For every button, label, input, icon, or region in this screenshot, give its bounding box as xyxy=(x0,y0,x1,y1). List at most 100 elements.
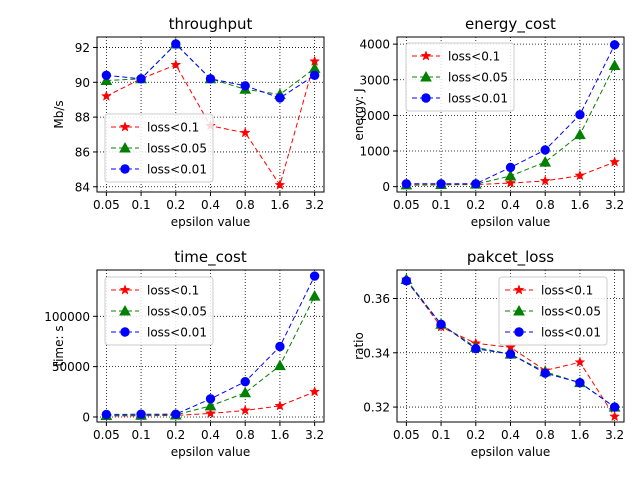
x-tick-label: 0.2 xyxy=(466,428,485,442)
x-tick-label: 0.05 xyxy=(93,428,120,442)
y-tick-label: 92 xyxy=(75,41,90,55)
x-tick-label: 0.1 xyxy=(432,428,451,442)
legend-marker xyxy=(119,141,131,153)
x-tick-label: 0.4 xyxy=(201,198,220,212)
x-tick-label: 1.6 xyxy=(270,198,289,212)
data-point xyxy=(309,70,320,81)
x-tick-label: 0.2 xyxy=(166,198,185,212)
data-point xyxy=(575,377,585,388)
data-point xyxy=(274,179,286,190)
data-point xyxy=(205,394,216,404)
x-tick-label: 0.4 xyxy=(501,198,520,212)
legend: loss<0.1 loss<0.05 loss<0.01 xyxy=(498,276,608,346)
x-tick-label: 0.1 xyxy=(432,198,451,212)
legend-marker xyxy=(513,284,525,295)
legend-marker xyxy=(420,50,432,61)
data-point xyxy=(505,177,516,188)
legend-label: loss<0.01 xyxy=(448,92,508,106)
x-tick-label: 0.05 xyxy=(393,428,420,442)
legend-marker xyxy=(421,93,431,103)
y-tick-label: 86 xyxy=(75,145,90,159)
x-tick-label: 3.2 xyxy=(605,198,624,212)
data-point xyxy=(239,127,251,138)
legend-label: loss<0.05 xyxy=(448,71,508,85)
chart-title: throughput xyxy=(169,15,253,33)
x-tick-label: 3.2 xyxy=(305,428,324,442)
data-point xyxy=(401,276,412,286)
data-point xyxy=(275,341,285,352)
legend-label: loss<0.05 xyxy=(147,142,207,156)
data-point xyxy=(436,319,446,329)
subplot-4: 0.05 0.1 0.2 0.4 0.8 1.6 3.2 0.32 0.34 0.36 pakcet… xyxy=(352,248,625,459)
y-tick-label: 1000 xyxy=(359,145,390,159)
x-tick-label: 0.8 xyxy=(236,428,255,442)
data-point xyxy=(436,179,446,189)
plot-frame xyxy=(96,269,325,423)
legend-marker xyxy=(119,304,131,316)
x-tick-label: 0.1 xyxy=(132,198,151,212)
legend-label: loss<0.1 xyxy=(147,284,199,298)
legend-box xyxy=(405,42,515,112)
y-tick-label: 88 xyxy=(75,111,90,125)
subplot-2: 0.05 0.1 0.2 0.4 0.8 1.6 3.2 0 1000 2000 3000 4000 e… xyxy=(352,15,625,229)
data-point xyxy=(205,74,216,84)
legend: loss<0.1 loss<0.05 loss<0.01 xyxy=(104,276,214,346)
data-point xyxy=(136,74,146,84)
data-point xyxy=(274,359,286,371)
series-line-2 xyxy=(106,43,315,95)
x-tick-label: 0.05 xyxy=(393,198,420,212)
data-point xyxy=(574,356,586,367)
data-point xyxy=(608,59,621,71)
data-point xyxy=(539,156,552,167)
legend-label: loss<0.01 xyxy=(541,326,601,340)
chart-title: time_cost xyxy=(174,248,247,267)
data-point xyxy=(575,109,585,120)
subplot-3: 0.05 0.1 0.2 0.4 0.8 1.6 3.2 0 50000 100000 time_c… xyxy=(44,248,325,459)
data-point xyxy=(171,39,181,49)
legend-label: loss<0.05 xyxy=(541,305,601,319)
x-tick-label: 0.8 xyxy=(536,428,555,442)
x-tick-label: 1.6 xyxy=(270,428,289,442)
legend-label: loss<0.05 xyxy=(147,305,207,319)
data-point xyxy=(309,386,321,397)
legend-label: loss<0.01 xyxy=(147,326,207,340)
data-point xyxy=(540,368,550,378)
y-axis-label: energy: J xyxy=(352,88,366,140)
legend-marker xyxy=(513,304,525,316)
data-point xyxy=(471,344,481,354)
legend-label: loss<0.1 xyxy=(147,121,199,135)
plot-frame xyxy=(396,269,625,423)
x-axis-label: epsilon value xyxy=(171,445,250,459)
y-tick-label: 0.34 xyxy=(363,346,390,360)
x-tick-label: 0.4 xyxy=(501,428,520,442)
data-point xyxy=(100,74,113,86)
data-point xyxy=(204,399,217,411)
y-tick-label: 0.36 xyxy=(363,292,390,306)
data-point xyxy=(609,402,620,412)
y-tick-label: 4000 xyxy=(359,38,390,52)
x-axis-label: epsilon value xyxy=(171,215,250,229)
data-point xyxy=(504,169,517,181)
plot-frame xyxy=(96,36,325,193)
plot-frame xyxy=(396,36,625,193)
data-point xyxy=(101,70,112,81)
data-point xyxy=(540,145,550,155)
data-point xyxy=(274,400,286,411)
data-point xyxy=(309,271,320,281)
x-axis-label: epsilon value xyxy=(471,445,550,459)
legend-box xyxy=(104,113,214,183)
x-tick-label: 0.8 xyxy=(536,198,555,212)
y-tick-label: 0 xyxy=(82,410,90,424)
x-tick-label: 0.1 xyxy=(132,428,151,442)
y-axis-label: Mb/s xyxy=(52,100,66,128)
legend-label: loss<0.1 xyxy=(448,50,500,64)
data-point xyxy=(609,156,621,167)
legend: loss<0.1 loss<0.05 loss<0.01 xyxy=(104,113,214,183)
data-point xyxy=(275,93,285,103)
x-tick-label: 1.6 xyxy=(570,198,589,212)
data-point xyxy=(171,409,181,419)
x-tick-label: 0.2 xyxy=(466,198,485,212)
y-tick-label: 0.32 xyxy=(363,401,390,415)
x-tick-label: 3.2 xyxy=(305,198,324,212)
